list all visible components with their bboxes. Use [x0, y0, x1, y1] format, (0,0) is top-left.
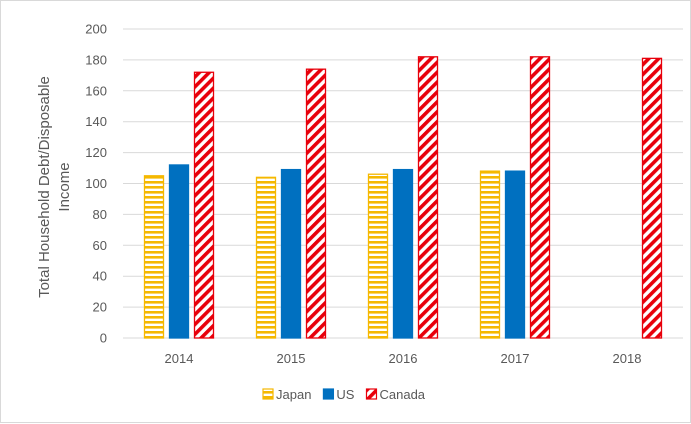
y-tick-label: 20 [93, 300, 107, 315]
bar-japan-2017 [479, 170, 501, 339]
y-axis-title-line: Income [56, 162, 73, 211]
legend-label-us: US [336, 387, 354, 402]
bar-canada-2014 [193, 71, 215, 339]
bar-canada-2015 [305, 68, 327, 339]
y-tick-label: 180 [85, 52, 107, 67]
bar-us-2016 [392, 168, 414, 339]
legend-label-japan: Japan [276, 387, 311, 402]
y-tick-label: 0 [100, 331, 107, 346]
x-tick-label: 2015 [277, 351, 306, 366]
bar-japan-2016 [367, 173, 389, 339]
y-axis-title-line: Total Household Debt/Disposable [36, 76, 53, 298]
legend: Japan US Canada [262, 387, 426, 402]
bar-japan-2015 [255, 176, 277, 339]
x-tick-label: 2018 [613, 351, 642, 366]
legend-swatch-canada [365, 388, 378, 400]
x-tick-label: 2017 [501, 351, 530, 366]
y-tick-label: 200 [85, 22, 107, 37]
bar-japan-2014 [143, 175, 165, 339]
legend-swatch-japan [262, 388, 274, 400]
y-axis-tick-labels: 0 20 40 60 80 100 120 140 160 180 200 [85, 22, 107, 346]
bar-us-2014 [168, 164, 190, 339]
x-tick-label: 2014 [165, 351, 194, 366]
y-tick-label: 80 [93, 207, 107, 222]
legend-swatch-us [322, 388, 335, 400]
bars [143, 56, 663, 339]
bar-canada-2018 [641, 57, 663, 339]
x-tick-label: 2016 [389, 351, 418, 366]
bar-us-2017 [504, 170, 526, 339]
x-axis-tick-labels: 2014 2015 2016 2017 2018 [165, 351, 642, 366]
y-tick-label: 100 [85, 176, 107, 191]
y-tick-label: 40 [93, 269, 107, 284]
bar-canada-2016 [417, 56, 439, 339]
y-tick-label: 120 [85, 145, 107, 160]
y-tick-label: 60 [93, 238, 107, 253]
y-tick-label: 160 [85, 83, 107, 98]
y-tick-label: 140 [85, 114, 107, 129]
y-axis-title: Total Household Debt/Disposable Income [36, 76, 73, 298]
bar-us-2015 [280, 168, 302, 339]
bar-canada-2017 [529, 56, 551, 339]
legend-label-canada: Canada [379, 387, 425, 402]
